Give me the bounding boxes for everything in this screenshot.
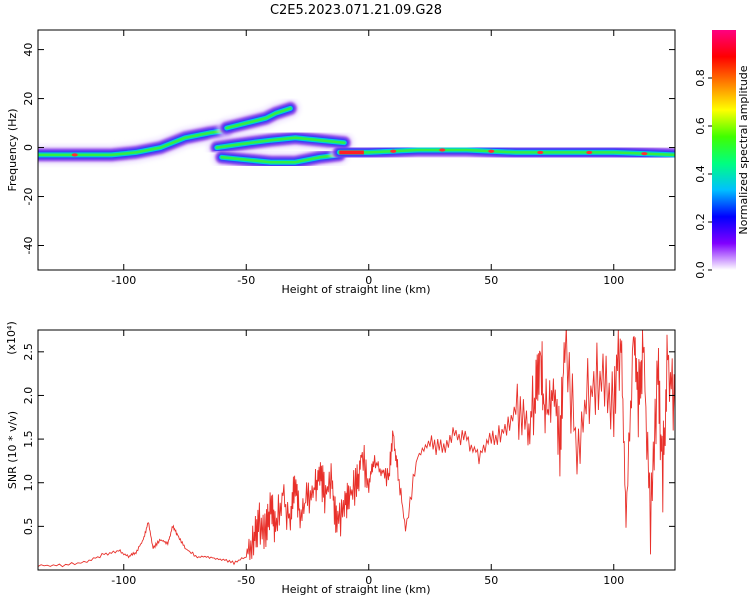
snr-x-axis-label: Height of straight line (km) [281, 583, 430, 596]
x-tick-label: 50 [484, 274, 498, 287]
y-tick-label: 0 [22, 144, 35, 151]
y-tick-label: 2.0 [22, 387, 35, 405]
ridge-hotspot [537, 150, 544, 155]
ridge-3-layer-4 [220, 153, 341, 164]
snr-series-line [38, 330, 675, 568]
y-tick-label: -20 [22, 188, 35, 206]
figure-title: C2E5.2023.071.21.09.G28 [270, 3, 442, 18]
y-tick-label: -40 [22, 237, 35, 255]
snr-y-axis-label: SNR (10 * v/v) [6, 411, 19, 489]
colorbar: 0.0 0.2 0.4 0.6 0.8 Normalized spectral ampl… [694, 30, 750, 279]
colorbar-tick-label: 0.6 [694, 117, 707, 135]
ridge-0-layer-4 [38, 129, 228, 157]
colorbar-label: Normalized spectral amplitude [737, 65, 750, 234]
ridge-hotspot [71, 153, 78, 157]
ridge-hotspot [390, 149, 397, 153]
x-tick-label: 100 [603, 574, 624, 587]
x-tick-label: -100 [111, 574, 136, 587]
y-tick-label: 1.5 [22, 430, 35, 448]
snr-frame [37, 329, 676, 571]
ridge-1-layer-4 [225, 107, 292, 130]
y-tick-label: 1.0 [22, 474, 35, 492]
ridge-2-layer-4 [215, 136, 346, 149]
ridge-hotspot [439, 148, 446, 152]
x-tick-label: 0 [365, 574, 372, 587]
snr-ticks: -100 -50 0 50 100 0.5 1.0 1.5 2.0 2.5 [22, 330, 675, 587]
snr-panel: -100 -50 0 50 100 0.5 1.0 1.5 2.0 2.5 Height of s… [5, 321, 676, 596]
x-tick-label: 100 [603, 274, 624, 287]
y-tick-label: 40 [22, 43, 35, 57]
colorbar-gradient [712, 30, 736, 270]
colorbar-tick-label: 0.8 [694, 69, 707, 87]
colorbar-tick-label: 0.2 [694, 213, 707, 231]
x-tick-label: -50 [237, 274, 255, 287]
colorbar-tick-label: 0.0 [694, 261, 707, 279]
spectrogram-ridges [38, 98, 675, 173]
x-tick-label: 0 [365, 274, 372, 287]
x-tick-label: 50 [484, 574, 498, 587]
x-tick-label: -50 [237, 574, 255, 587]
snr-y-scale-label: (x10⁴) [5, 321, 18, 355]
ridge-hotspot [641, 152, 648, 156]
ridge-hotspot [586, 150, 593, 155]
y-tick-label: 0.5 [22, 518, 35, 536]
y-tick-label: 20 [22, 92, 35, 106]
ridge-hotspot-bar [339, 150, 364, 155]
colorbar-tick-label: 0.4 [694, 165, 707, 183]
spectrogram-frame [37, 29, 676, 271]
spectrogram-y-axis-label: Frequency (Hz) [6, 109, 19, 192]
y-tick-label: 2.5 [22, 343, 35, 361]
spectrogram-ticks: -100 -50 0 50 100 -40 -20 0 20 40 [22, 30, 675, 287]
x-tick-label: -100 [111, 274, 136, 287]
colorbar-ticks: 0.0 0.2 0.4 0.6 0.8 [694, 69, 712, 279]
spectrogram-panel: -100 -50 0 50 100 -40 -20 0 20 40 Height of strai… [6, 29, 676, 296]
ridge-hotspot [488, 149, 495, 153]
spectrogram-x-axis-label: Height of straight line (km) [281, 283, 430, 296]
